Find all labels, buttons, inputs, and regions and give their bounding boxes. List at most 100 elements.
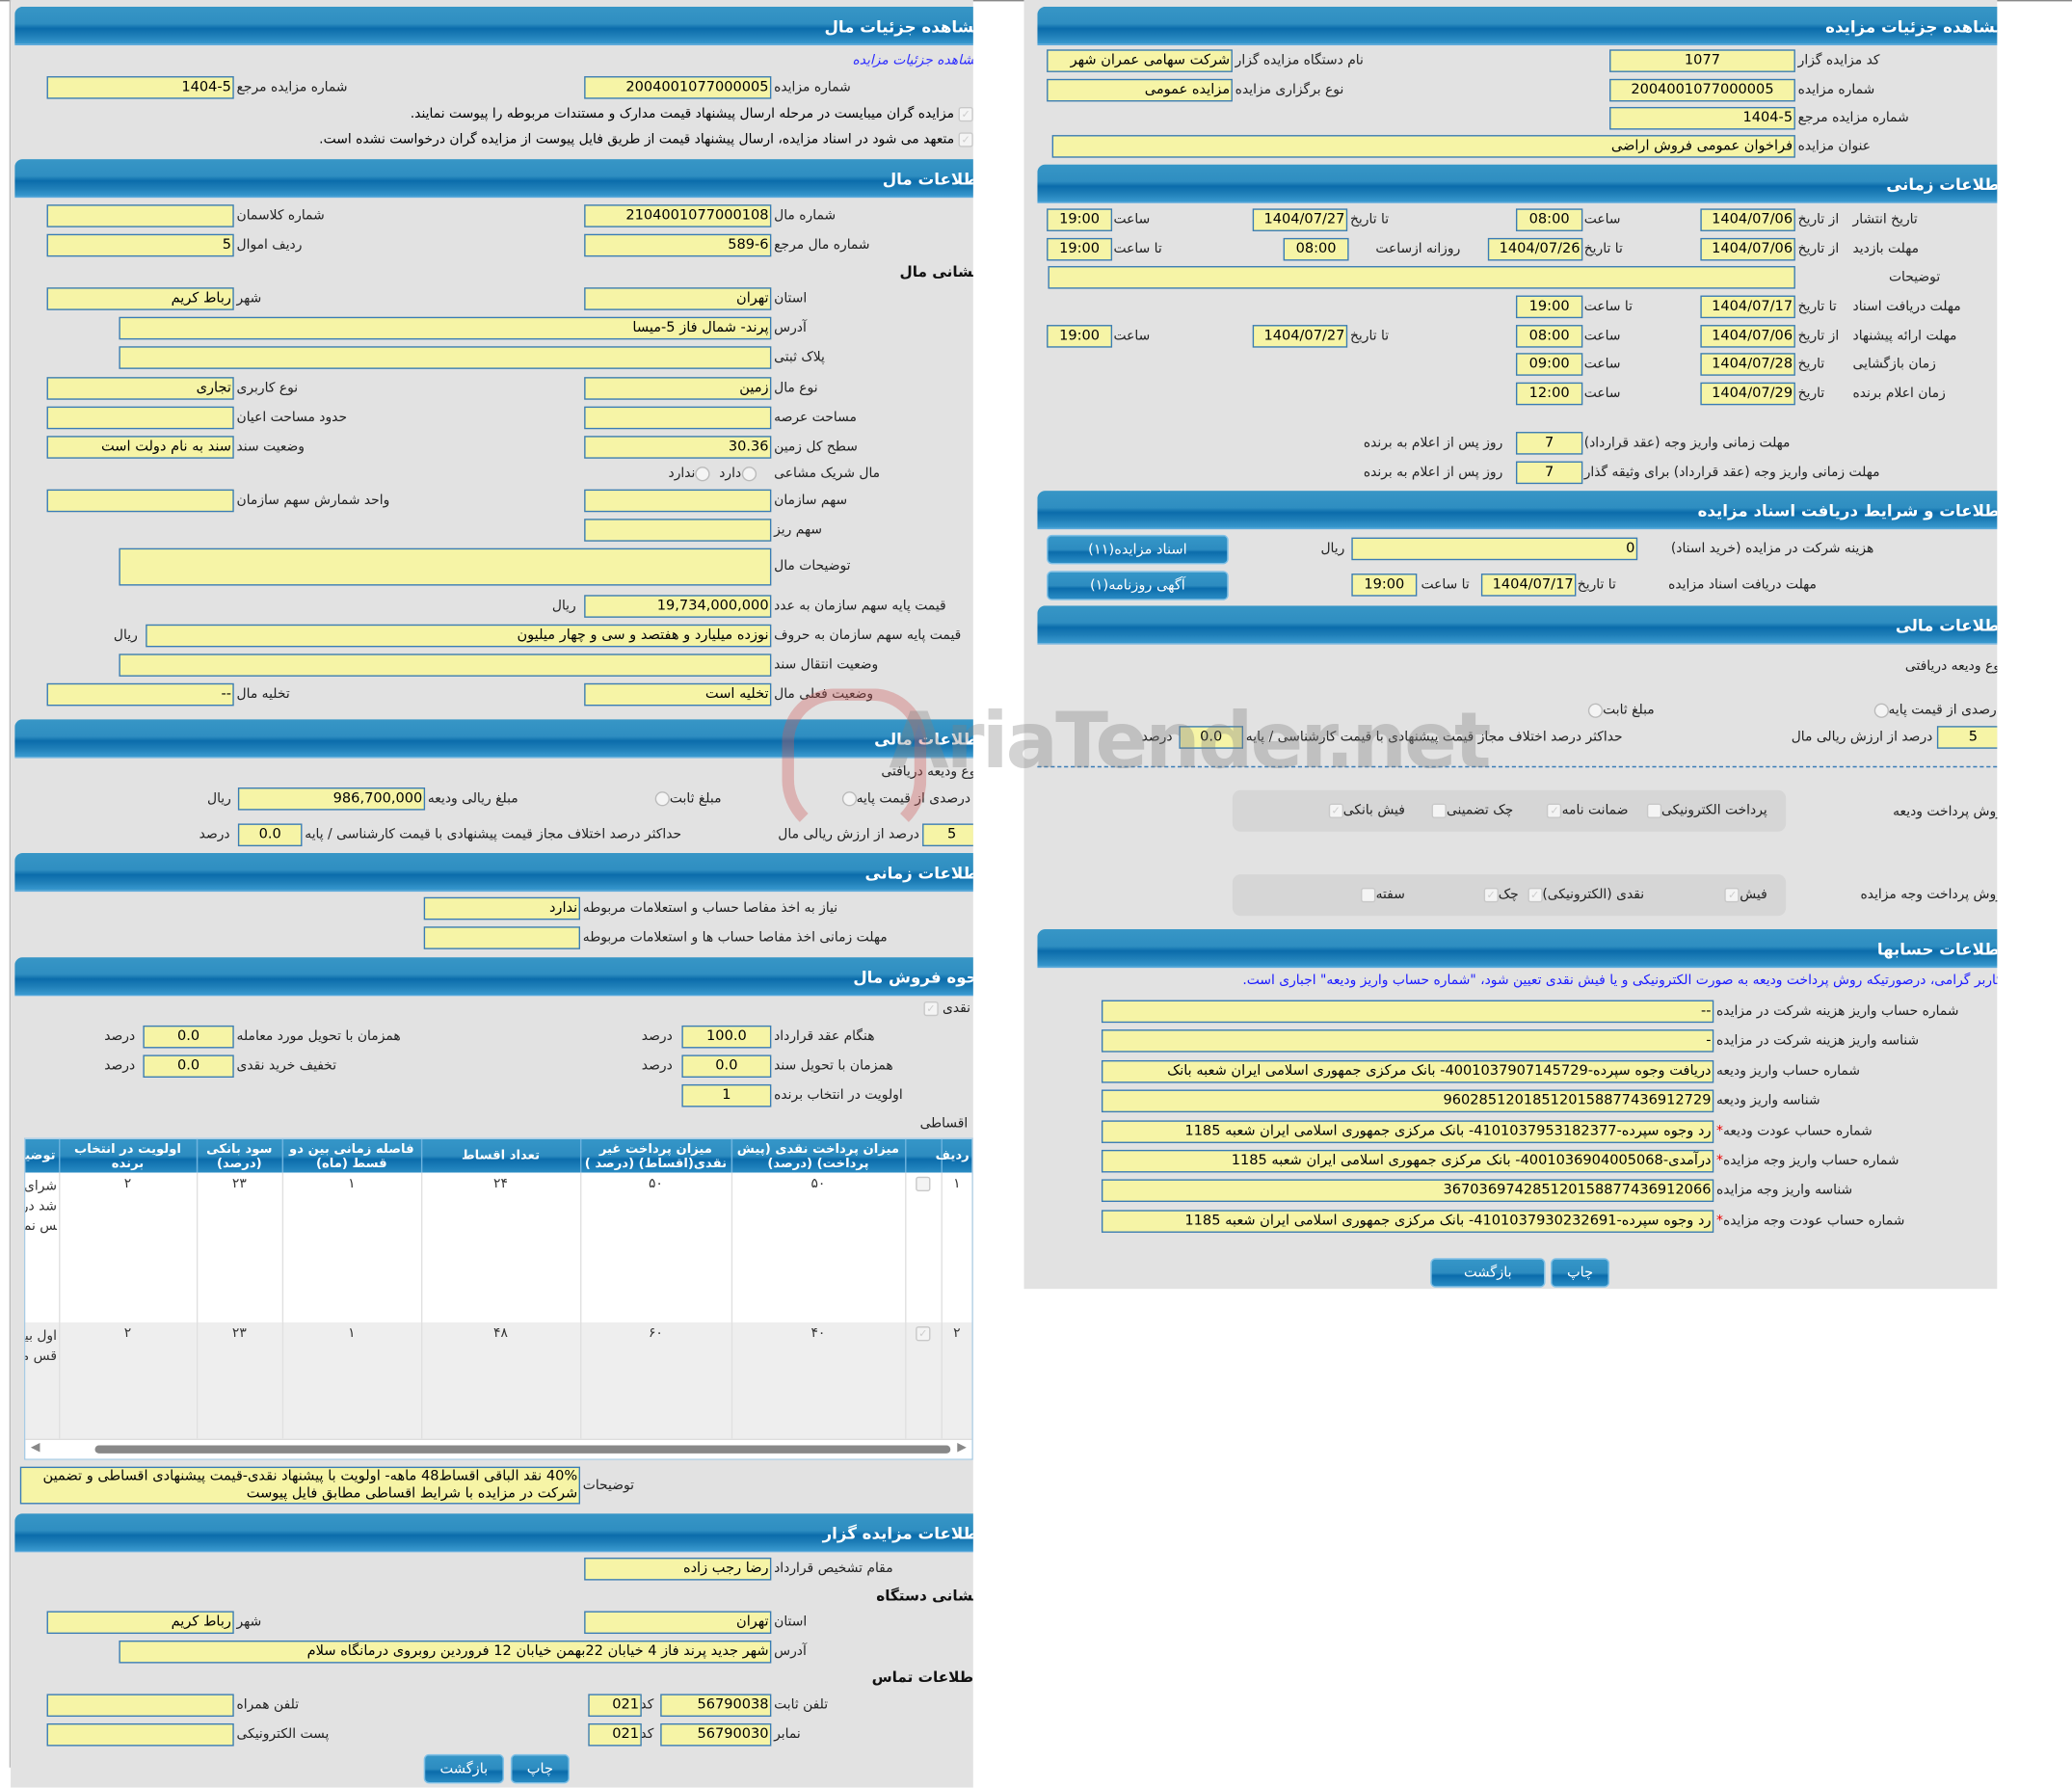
auction-documents-button[interactable]: اسناد مزایده(۱۱) bbox=[1047, 534, 1229, 565]
property-number-field[interactable]: 2104001077000108 bbox=[584, 204, 772, 227]
publish-from-time-field[interactable]: 08:00 bbox=[1515, 208, 1583, 231]
newspaper-ad-button[interactable]: آگهی روزنامه(۱) bbox=[1047, 571, 1229, 600]
account-field[interactable]: 367036974285120158877436912066 bbox=[1101, 1179, 1714, 1203]
base-price-text-field[interactable]: نوزده میلیارد و هفتصد و سی و چهار میلیون bbox=[146, 624, 772, 648]
base-price-number-field[interactable]: 19,734,000,000 bbox=[584, 595, 772, 618]
row-checkbox[interactable] bbox=[904, 1172, 942, 1322]
offer-to-time-field[interactable]: 19:00 bbox=[1047, 325, 1113, 348]
horizontal-scrollbar[interactable]: ◀ ▶ bbox=[25, 1438, 972, 1459]
address-field[interactable]: پرند- شمال فاز 5-میسا bbox=[119, 316, 772, 340]
deposit-percent-radio[interactable]: درصدی از قیمت پایه bbox=[1873, 699, 1997, 722]
shared-yes-radio[interactable]: دارد bbox=[719, 463, 757, 486]
auction-ref-field[interactable]: 1404-5 bbox=[46, 76, 234, 99]
current-status-field[interactable]: تخلیه است bbox=[584, 682, 772, 707]
deposit-method-bank-slip[interactable]: فیش بانکی✓ bbox=[1328, 799, 1405, 822]
deposit-amount-field[interactable]: 986,700,000 bbox=[237, 787, 426, 811]
usage-type-field[interactable]: تجاری bbox=[46, 377, 234, 400]
publish-from-date-field[interactable]: 1404/07/06 bbox=[1700, 208, 1795, 231]
view-auction-details-link[interactable]: مشاهده جزئیات مزایده bbox=[852, 53, 973, 68]
class-number-field[interactable] bbox=[46, 204, 234, 227]
deposit-fixed-radio[interactable]: مبلغ ثابت bbox=[1587, 699, 1655, 722]
visit-from-date-field[interactable]: 1404/07/06 bbox=[1700, 237, 1795, 261]
auction-title-field[interactable]: فراخوان عمومی فروش اراضی bbox=[1051, 135, 1795, 158]
payment-method-slip[interactable]: فیش✓ bbox=[1724, 884, 1767, 907]
publish-to-time-field[interactable]: 19:00 bbox=[1047, 208, 1113, 231]
land-area-field[interactable] bbox=[584, 406, 772, 430]
auction-number-field[interactable]: 2004001077000005 bbox=[1609, 78, 1795, 102]
winner-priority-field[interactable]: 1 bbox=[681, 1083, 772, 1107]
docs-deadline-date-field[interactable]: 1404/07/17 bbox=[1480, 574, 1577, 597]
back-button[interactable]: بازگشت bbox=[1430, 1258, 1546, 1288]
auction-ref-field[interactable]: 1404-5 bbox=[1609, 106, 1795, 130]
account-field[interactable]: - bbox=[1101, 1029, 1714, 1053]
on-deed-field[interactable]: 0.0 bbox=[681, 1054, 772, 1079]
print-button[interactable]: چاپ bbox=[1551, 1258, 1610, 1288]
scroll-right-arrow-icon[interactable]: ▶ bbox=[957, 1441, 967, 1455]
visit-daily-to-field[interactable]: 19:00 bbox=[1047, 237, 1113, 261]
auction-number-field[interactable]: 2004001077000005 bbox=[584, 76, 772, 99]
total-area-field[interactable]: 30.36 bbox=[584, 436, 772, 459]
email-field[interactable] bbox=[46, 1722, 234, 1747]
organizer-name-field[interactable]: شرکت سهامی عمران شهر bbox=[1047, 49, 1233, 72]
account-field[interactable]: 960285120185120158877436912729 bbox=[1101, 1089, 1714, 1113]
auction-type-field[interactable]: مزایده عمومی bbox=[1047, 78, 1233, 102]
sub-share-field[interactable] bbox=[584, 519, 772, 542]
org-province-field[interactable]: تهران bbox=[584, 1611, 772, 1635]
org-share-field[interactable] bbox=[584, 489, 772, 513]
payment-method-promissory[interactable]: سفته bbox=[1361, 884, 1405, 907]
share-unit-field[interactable] bbox=[46, 489, 234, 513]
org-city-field[interactable]: رباط کریم bbox=[46, 1611, 234, 1635]
fax-field[interactable]: 56790030 bbox=[660, 1722, 772, 1747]
account-field[interactable]: -- bbox=[1101, 1000, 1714, 1024]
scrollbar-thumb[interactable] bbox=[94, 1445, 951, 1454]
account-field[interactable]: رد وجوه سپرده-4101037953182377- بانک مرک… bbox=[1101, 1120, 1714, 1143]
pay-deadline-collateral-field[interactable]: 7 bbox=[1515, 461, 1583, 485]
deposit-method-guarantee[interactable]: ضمانت نامه✓ bbox=[1547, 799, 1628, 822]
max-diff-field[interactable]: 0.0 bbox=[237, 823, 303, 847]
docs-to-time-field[interactable]: 19:00 bbox=[1515, 295, 1583, 319]
on-contract-field[interactable]: 100.0 bbox=[681, 1025, 772, 1049]
province-field[interactable]: تهران bbox=[584, 287, 772, 310]
payment-method-check[interactable]: چک✓ bbox=[1483, 884, 1519, 907]
contract-authority-field[interactable]: رضا رجب زاده bbox=[584, 1557, 772, 1581]
opening-date-field[interactable]: 1404/07/28 bbox=[1700, 353, 1795, 376]
payment-method-cash[interactable]: نقدی (الکترونیکی)✓ bbox=[1527, 884, 1644, 907]
table-row[interactable]: ۲ ✓ ۴۰ ۶۰ ۴۸ ۱ ۲۳ ۲ اول بین نقدی پیش اقس… bbox=[25, 1321, 972, 1439]
asset-row-field[interactable]: 5 bbox=[46, 233, 234, 257]
back-button[interactable]: بازگشت bbox=[423, 1753, 504, 1784]
sale-notes-field[interactable]: 40% نقد الباقی اقساط48 ماهه- اولویت با پ… bbox=[19, 1466, 581, 1505]
phone-code-field[interactable]: 021 bbox=[588, 1694, 642, 1718]
deposit-method-check[interactable]: چک تضمینی bbox=[1431, 799, 1513, 822]
cash-checkbox[interactable]: نقدی ✓ bbox=[923, 998, 970, 1021]
clearance-needed-field[interactable]: ندارد bbox=[423, 896, 581, 921]
shared-no-radio[interactable]: ندارد bbox=[669, 463, 710, 486]
scroll-left-arrow-icon[interactable]: ◀ bbox=[30, 1441, 40, 1455]
mobile-field[interactable] bbox=[46, 1694, 234, 1718]
property-ref-field[interactable]: 589-6 bbox=[584, 233, 772, 257]
deposit-percent-field[interactable]: 5 bbox=[1936, 726, 1998, 749]
organizer-code-field[interactable]: 1077 bbox=[1609, 49, 1795, 72]
clearance-deadline-field[interactable] bbox=[423, 926, 581, 949]
deposit-fixed-radio[interactable]: مبلغ ثابت bbox=[654, 787, 722, 811]
print-button[interactable]: چاپ bbox=[510, 1753, 570, 1784]
on-delivery-field[interactable]: 0.0 bbox=[143, 1025, 234, 1049]
visit-daily-from-field[interactable]: 08:00 bbox=[1283, 237, 1349, 261]
deposit-method-electronic[interactable]: پرداخت الکترونیکی bbox=[1646, 799, 1767, 822]
participation-fee-field[interactable]: 0 bbox=[1351, 537, 1638, 561]
offer-from-date-field[interactable]: 1404/07/06 bbox=[1700, 325, 1795, 348]
deed-transfer-field[interactable] bbox=[119, 654, 772, 677]
table-row[interactable]: ۱ ۵۰ ۵۰ ۲۴ ۱ ۲۳ ۲ شرای فقط اقسا باشد در … bbox=[25, 1172, 972, 1322]
org-address-field[interactable]: شهر جدید پرند فاز 4 خیابان 22بهمن خیابان… bbox=[119, 1640, 772, 1664]
docs-to-date-field[interactable]: 1404/07/17 bbox=[1700, 295, 1795, 319]
account-field[interactable]: درآمدی-4001036904005068- بانک مرکزی جمهو… bbox=[1101, 1149, 1714, 1173]
account-field[interactable]: دریافت وجوه سپرده-4001037907145729- بانک… bbox=[1101, 1059, 1714, 1083]
cash-discount-field[interactable]: 0.0 bbox=[143, 1054, 234, 1079]
winner-time-field[interactable]: 12:00 bbox=[1515, 382, 1583, 406]
docs-deadline-time-field[interactable]: 19:00 bbox=[1351, 574, 1418, 597]
deposit-percent-field[interactable]: 5 bbox=[922, 823, 973, 847]
opening-time-field[interactable]: 09:00 bbox=[1515, 353, 1583, 376]
deed-status-field[interactable]: سند به نام دولت است bbox=[46, 436, 234, 459]
offer-from-time-field[interactable]: 08:00 bbox=[1515, 325, 1583, 348]
visit-to-date-field[interactable]: 1404/07/26 bbox=[1487, 237, 1583, 261]
evacuation-field[interactable]: -- bbox=[46, 682, 234, 707]
